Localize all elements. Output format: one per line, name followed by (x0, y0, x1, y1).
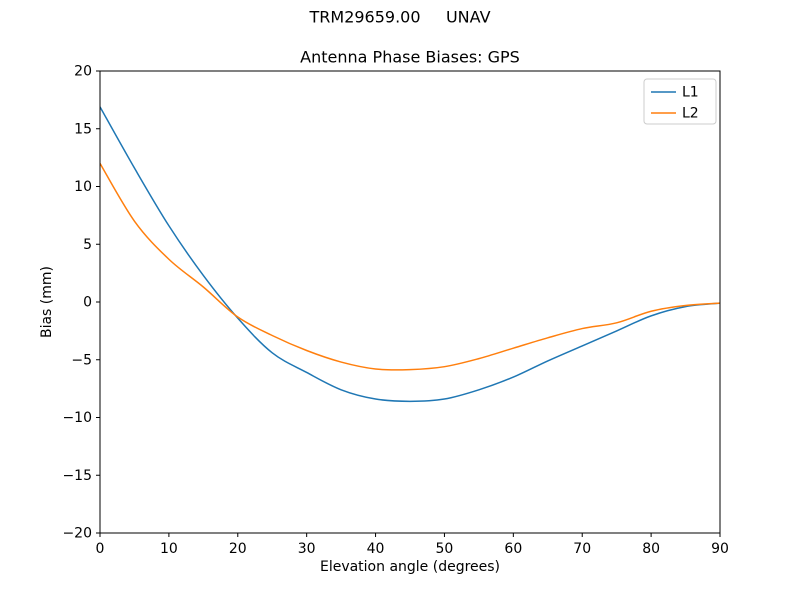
y-tick-label: 5 (83, 237, 92, 253)
figure-suptitle: TRM29659.00 UNAV (309, 7, 491, 27)
x-tick-label: 50 (436, 541, 454, 557)
line-L2 (100, 163, 720, 371)
x-tick-label: 70 (573, 541, 591, 557)
y-tick-label: 15 (74, 121, 92, 137)
line-L1 (100, 106, 720, 403)
axes-frame (99, 70, 721, 534)
x-tick-label: 30 (298, 541, 316, 557)
x-tick-label: 90 (711, 541, 729, 557)
y-tick-label: 0 (83, 295, 92, 311)
series-group (100, 106, 720, 403)
x-axis-label: Elevation angle (degrees) (319, 559, 501, 575)
y-tick-label: −10 (62, 410, 92, 426)
chart-title: Antenna Phase Biases: GPS (300, 47, 520, 67)
x-tick-label: 0 (96, 541, 105, 557)
x-tick-label: 20 (229, 541, 247, 557)
x-tick-label: 40 (367, 541, 385, 557)
y-axis-label: Bias (mm) (39, 265, 55, 339)
y-tick-label: 10 (74, 179, 92, 195)
legend-label-L2: L2 (682, 106, 699, 122)
y-tick-label: 20 (74, 64, 92, 80)
y-tick-label: −15 (62, 468, 92, 484)
y-tick-label: −20 (62, 526, 92, 542)
x-tick-label: 80 (642, 541, 660, 557)
x-tick-label: 10 (160, 541, 178, 557)
x-tick-label: 60 (504, 541, 522, 557)
y-tick-label: −5 (71, 352, 92, 368)
legend-box (643, 78, 717, 125)
legend-label-L1: L1 (682, 85, 699, 101)
